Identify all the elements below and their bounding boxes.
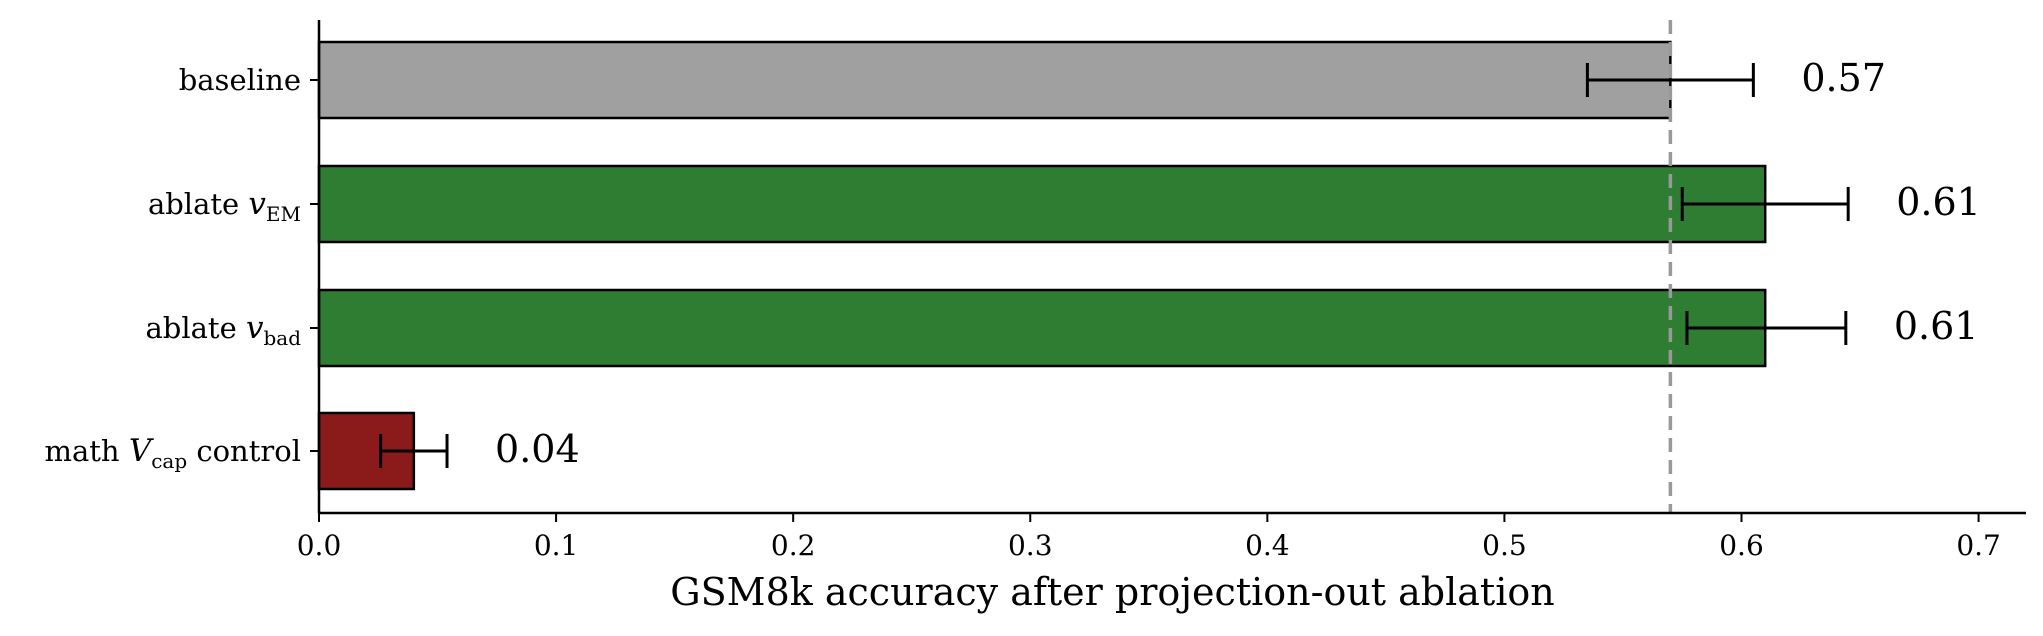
x-tick-label: 0.3 xyxy=(1008,529,1053,562)
x-tick-label: 0.1 xyxy=(534,529,579,562)
x-axis-label: GSM8k accuracy after projection-out abla… xyxy=(670,570,1554,614)
error-bar-0 xyxy=(1585,63,1755,97)
value-label: 0.61 xyxy=(1894,304,1979,348)
category-label: ablate vbad xyxy=(146,310,302,350)
axes-layer xyxy=(310,20,2026,522)
bar-1 xyxy=(317,164,1767,244)
x-tick-label: 0.5 xyxy=(1482,529,1527,562)
bar-0 xyxy=(317,40,1672,120)
x-tick-label: 0.0 xyxy=(297,529,342,562)
category-label: baseline xyxy=(179,63,301,97)
x-tick-label: 0.6 xyxy=(1719,529,1764,562)
error-bar-3 xyxy=(379,434,449,468)
category-label: ablate vEM xyxy=(148,186,301,226)
x-tick-label: 0.2 xyxy=(771,529,816,562)
value-label: 0.04 xyxy=(495,427,580,471)
error-bar-1 xyxy=(1680,187,1850,221)
error-bars-layer xyxy=(379,63,1850,468)
bars-layer xyxy=(317,40,1767,491)
labels-layer: 0.0 0.1 0.2 0.3 0.4 0.5 0.6 0.7 baseline ablate v… xyxy=(44,56,2000,562)
x-tick-label: 0.7 xyxy=(1956,529,2001,562)
value-label: 0.57 xyxy=(1801,56,1886,100)
x-tick-label: 0.4 xyxy=(1245,529,1290,562)
value-label: 0.61 xyxy=(1896,180,1981,224)
category-label: math Vcap control xyxy=(44,433,301,473)
bar-2 xyxy=(317,288,1767,368)
error-bar-2 xyxy=(1685,311,1848,345)
